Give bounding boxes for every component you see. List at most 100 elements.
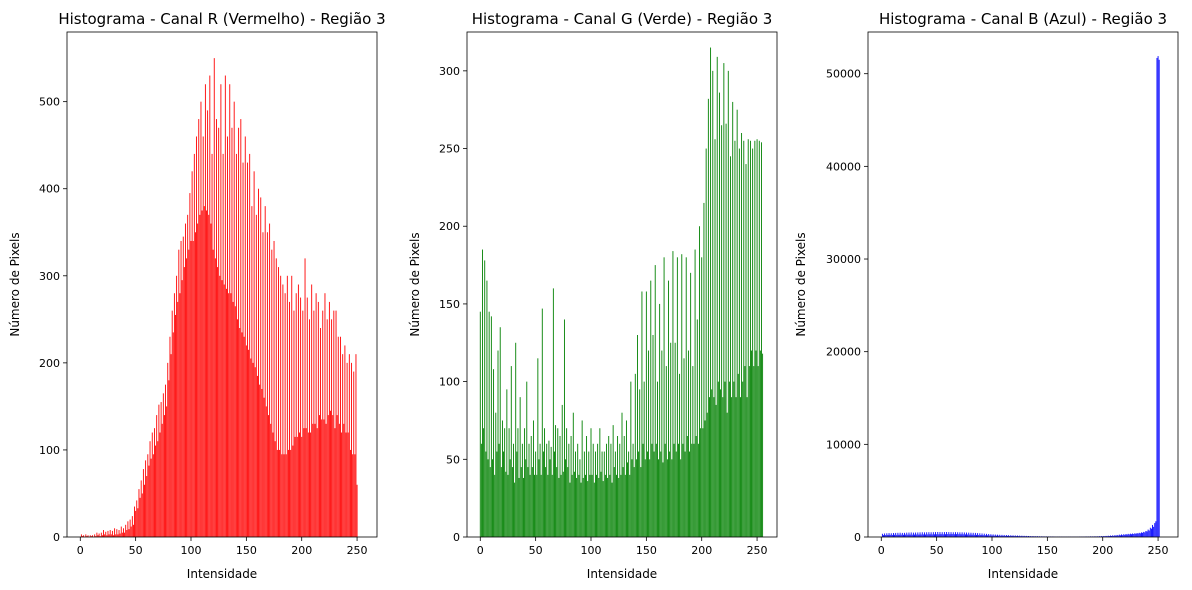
bar — [1122, 535, 1124, 537]
chart-title: Histograma - Canal G (Verde) - Região 3 — [472, 10, 773, 28]
bar — [247, 162, 248, 537]
bar — [538, 459, 540, 537]
y-tick-label: 150 — [439, 298, 460, 311]
x-tick-label: 0 — [878, 544, 885, 557]
bar — [128, 529, 130, 537]
bar — [531, 467, 533, 537]
bar — [275, 258, 277, 537]
y-axis-label: Número de Pixels — [408, 232, 422, 336]
bar — [730, 156, 731, 537]
bar — [225, 288, 227, 537]
bar — [614, 451, 616, 537]
bar — [266, 232, 268, 537]
bar — [888, 533, 890, 537]
bar — [1146, 531, 1148, 537]
bar — [997, 534, 998, 537]
bar — [146, 476, 148, 537]
bar — [191, 171, 193, 537]
x-tick-label: 0 — [77, 544, 84, 557]
bar — [933, 534, 935, 537]
bar — [890, 533, 892, 537]
bar — [977, 533, 979, 537]
bar — [744, 366, 746, 537]
x-tick-label: 250 — [347, 544, 368, 557]
bar — [1147, 529, 1149, 537]
bar — [898, 534, 900, 537]
bar — [591, 474, 593, 537]
bar — [249, 153, 251, 537]
bar — [943, 532, 945, 537]
bar — [85, 534, 87, 537]
bar — [697, 443, 699, 537]
bar — [340, 336, 341, 537]
bar — [748, 366, 750, 537]
bar — [1110, 535, 1111, 537]
bar — [500, 467, 502, 537]
bar — [951, 534, 953, 537]
x-tick-label: 100 — [581, 544, 602, 557]
bar — [281, 454, 283, 537]
bar — [94, 534, 96, 537]
bar — [264, 206, 266, 537]
bar — [289, 301, 290, 537]
bar — [753, 366, 755, 537]
bar — [348, 354, 350, 537]
bar — [599, 428, 601, 537]
bar — [274, 441, 276, 537]
bar — [270, 423, 272, 537]
bar — [1127, 533, 1129, 537]
bar — [662, 462, 664, 537]
bar — [501, 420, 503, 537]
bar — [582, 477, 584, 537]
y-tick-label: 0 — [854, 531, 861, 544]
bar — [1028, 535, 1029, 537]
bar — [703, 202, 705, 538]
bar — [309, 319, 310, 537]
bar — [496, 451, 498, 537]
bar — [316, 428, 318, 537]
bar — [566, 428, 568, 537]
bar — [124, 532, 126, 537]
bar — [728, 381, 730, 537]
bar — [1121, 534, 1122, 537]
bar — [314, 423, 316, 537]
bar — [720, 389, 721, 537]
bar — [600, 471, 602, 537]
bar — [617, 436, 619, 537]
bar — [504, 428, 506, 537]
bar — [237, 319, 238, 537]
bar — [901, 532, 903, 537]
bar — [320, 328, 321, 537]
bar — [172, 332, 174, 537]
bar — [114, 528, 116, 537]
bar — [978, 534, 980, 537]
bar — [234, 306, 236, 537]
bar — [255, 214, 257, 537]
bar — [169, 336, 171, 537]
bar — [89, 535, 91, 537]
bar — [737, 373, 739, 537]
bar — [150, 458, 152, 537]
bar — [158, 404, 160, 537]
bar — [560, 474, 562, 537]
bar — [261, 388, 263, 537]
bar — [180, 240, 182, 537]
bar — [1009, 535, 1011, 537]
bar — [1138, 532, 1140, 537]
bar — [516, 451, 518, 537]
bar — [573, 471, 575, 537]
bar — [749, 140, 751, 537]
bar — [338, 423, 340, 537]
bar — [137, 508, 139, 537]
bar — [917, 532, 919, 537]
bar — [650, 280, 652, 537]
bar — [251, 206, 253, 537]
bar — [1036, 536, 1038, 537]
bar — [346, 362, 348, 537]
bar — [530, 436, 532, 537]
bar — [1023, 535, 1025, 537]
bar — [258, 188, 259, 537]
bar — [710, 47, 712, 537]
bar — [731, 397, 733, 537]
